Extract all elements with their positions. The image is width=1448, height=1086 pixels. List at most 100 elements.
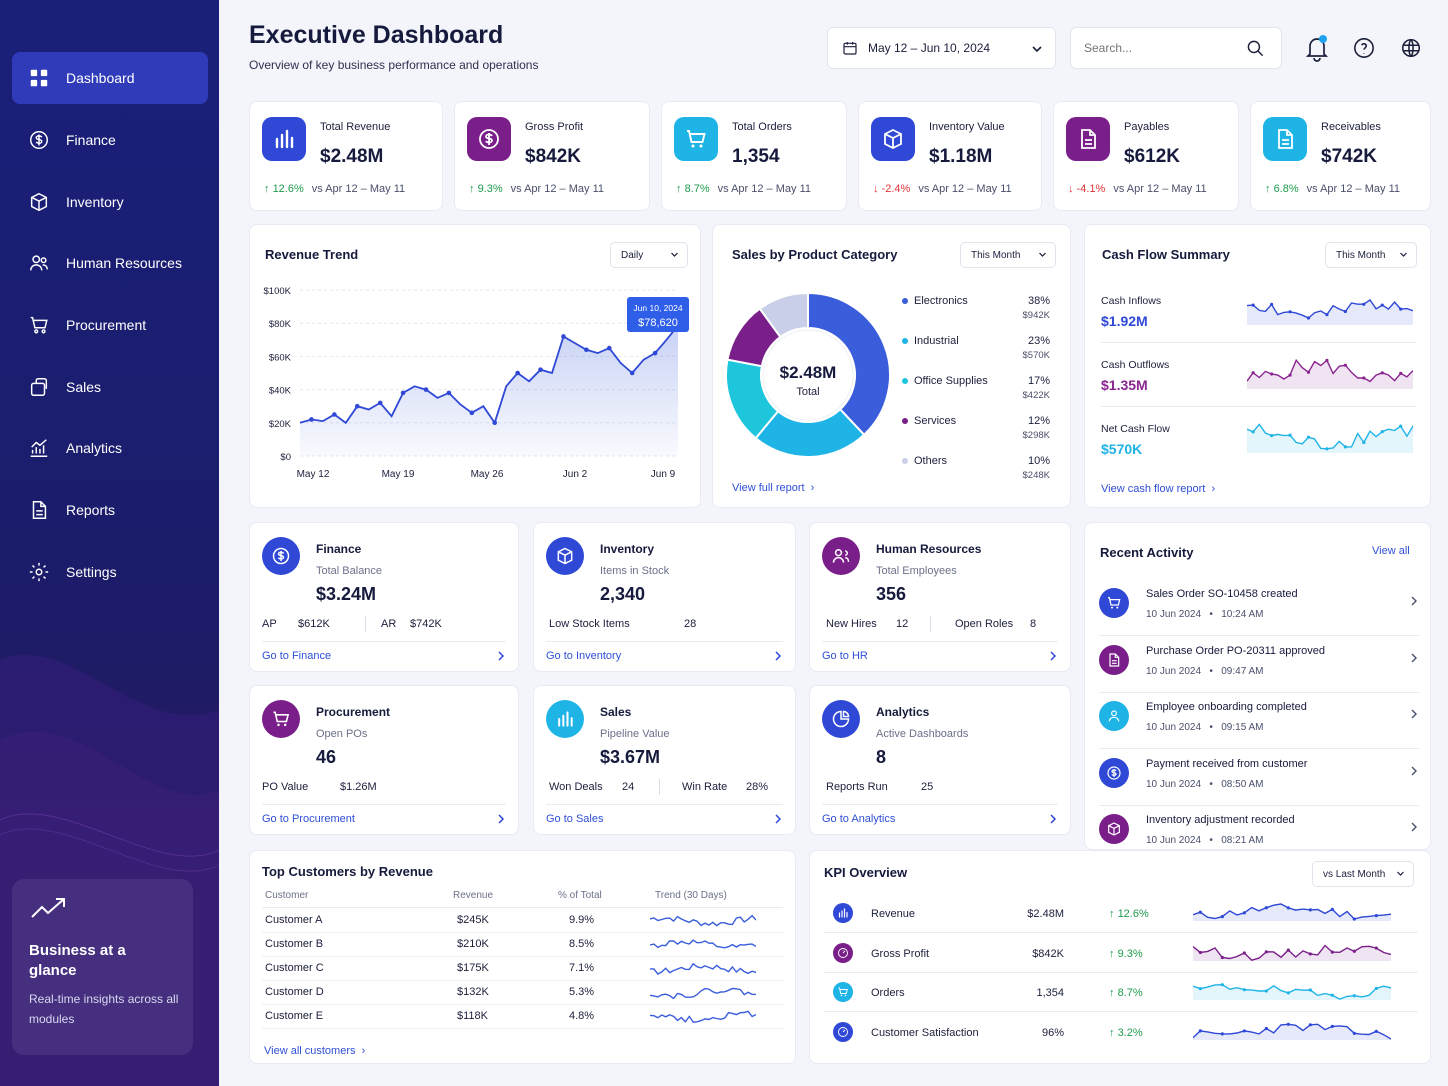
help-icon[interactable] <box>1353 37 1375 59</box>
module-sublabel: Total Employees <box>876 565 957 577</box>
activity-item[interactable]: Purchase Order PO-20311 approved 10 Jun 2… <box>1099 641 1419 697</box>
cash-flow-card: Cash Flow Summary This Month Cash Inflow… <box>1084 224 1431 508</box>
stat-divider <box>365 616 366 632</box>
legend-value: $248K <box>1022 470 1050 481</box>
table-row[interactable]: Customer A $245K 9.9% <box>250 914 797 938</box>
chevron-right-icon[interactable] <box>1048 651 1058 661</box>
view-all-activity-link[interactable]: View all <box>1372 545 1410 557</box>
date-range-picker[interactable]: May 12 – Jun 10, 2024 <box>827 27 1056 69</box>
kpi-card[interactable]: Payables $612K ↓ -4.1% vs Apr 12 – May 11 <box>1053 101 1239 211</box>
kpi-card[interactable]: Total Orders 1,354 ↑ 8.7% vs Apr 12 – May 1… <box>661 101 847 211</box>
arrow-down-icon: ↓ <box>873 183 879 195</box>
kpi-overview-row[interactable]: Orders 1,354 ↑ 8.7% <box>810 982 1432 1018</box>
chevron-right-icon[interactable] <box>1048 814 1058 824</box>
activity-item[interactable]: Inventory adjustment recorded 10 Jun 2024… <box>1099 810 1419 866</box>
sidebar-item-human-resources[interactable]: Human Resources <box>12 237 208 289</box>
kpi-overview-period-select[interactable]: vs Last Month <box>1312 861 1414 887</box>
kpi-icon-wrap <box>674 117 718 161</box>
sidebar-item-analytics[interactable]: Analytics <box>12 422 208 474</box>
activity-item[interactable]: Employee onboarding completed 10 Jun 2024… <box>1099 697 1419 753</box>
module-stat-value: 24 <box>622 781 635 793</box>
donut-slice[interactable] <box>807 291 891 437</box>
sales-period-select[interactable]: This Month <box>960 242 1056 268</box>
sidebar-item-procurement[interactable]: Procurement <box>12 299 208 351</box>
go-to-procurement-link[interactable]: Go to Procurement <box>262 813 355 825</box>
sparkline-point <box>1242 988 1246 992</box>
chevron-right-icon[interactable] <box>773 651 783 661</box>
kpi-overview-row[interactable]: Gross Profit $842K ↑ 9.3% <box>810 942 1432 979</box>
view-all-customers-link[interactable]: View all customers › <box>264 1045 366 1057</box>
module-name: Finance <box>316 542 362 556</box>
sparkline-line <box>1247 299 1413 319</box>
chevron-right-icon[interactable] <box>1409 596 1419 606</box>
tag-icon <box>30 378 48 396</box>
kpi-card[interactable]: Receivables $742K ↑ 6.8% vs Apr 12 – May 11 <box>1250 101 1431 211</box>
go-to-hr-link[interactable]: Go to HR <box>822 650 868 662</box>
search-input[interactable] <box>1070 27 1282 69</box>
sidebar-item-settings[interactable]: Settings <box>12 546 208 598</box>
y-tick-label: $20K <box>269 419 292 430</box>
sidebar-item-inventory[interactable]: Inventory <box>12 176 208 228</box>
chevron-right-icon[interactable] <box>1409 653 1419 663</box>
activity-item[interactable]: Sales Order SO-10458 created 10 Jun 2024 … <box>1099 584 1419 640</box>
bar-chart-icon <box>275 129 294 149</box>
table-row[interactable]: Customer E $118K 4.8% <box>250 1010 797 1034</box>
kpi-overview-row[interactable]: Revenue $2.48M ↑ 12.6% <box>810 903 1432 939</box>
go-to-sales-link[interactable]: Go to Sales <box>546 813 604 825</box>
table-row[interactable]: Customer B $210K 8.5% <box>250 938 797 962</box>
sales-donut-chart <box>725 291 891 458</box>
x-tick-label: May 12 <box>297 469 330 480</box>
module-stat-label: AP <box>262 618 277 630</box>
customer-pct: 9.9% <box>569 914 595 926</box>
sidebar-item-dashboard[interactable]: Dashboard <box>12 52 208 104</box>
revenue-point <box>515 370 520 376</box>
customer-trend-sparkline <box>650 1010 756 1023</box>
activity-item[interactable]: Payment received from customer 10 Jun 202… <box>1099 754 1419 810</box>
chevron-right-icon[interactable] <box>773 814 783 824</box>
sparkline-point <box>1330 950 1334 954</box>
kpi-card[interactable]: Inventory Value $1.18M ↓ -2.4% vs Apr 12 – … <box>858 101 1042 211</box>
chevron-right-icon[interactable] <box>1409 709 1419 719</box>
table-header: Customer <box>265 890 309 901</box>
kpi-overview-change: ↑ 3.2% <box>1109 1027 1143 1039</box>
sparkline-point <box>1288 433 1292 437</box>
revenue-point <box>492 420 498 426</box>
chevron-right-icon[interactable] <box>1409 822 1419 832</box>
kpi-overview-row[interactable]: Customer Satisfaction 96% ↑ 3.2% <box>810 1021 1432 1058</box>
chevron-right-icon[interactable] <box>1409 766 1419 776</box>
legend-pct: 38% <box>1027 295 1050 307</box>
view-full-report-link[interactable]: View full report › <box>732 482 815 494</box>
cash-flow-period-select[interactable]: This Month <box>1325 242 1417 268</box>
table-row[interactable]: Customer C $175K 7.1% <box>250 962 797 986</box>
revenue-point <box>469 410 475 416</box>
sidebar-item-sales[interactable]: Sales <box>12 361 208 413</box>
y-tick-label: $0 <box>280 452 291 463</box>
tooltip-value: $78,620 <box>638 317 678 329</box>
kpi-card[interactable]: Total Revenue $2.48M ↑ 12.6% vs Apr 12 – Ma… <box>249 101 443 211</box>
revenue-period-select[interactable]: Daily <box>610 242 688 268</box>
module-name: Analytics <box>876 705 930 719</box>
chevron-right-icon[interactable] <box>496 814 506 824</box>
go-to-analytics-link[interactable]: Go to Analytics <box>822 813 896 825</box>
sidebar-item-reports[interactable]: Reports <box>12 484 208 536</box>
cash-flow-value: $1.92M <box>1101 313 1148 329</box>
donut-slice[interactable] <box>758 291 809 339</box>
sparkline-area <box>1247 424 1413 453</box>
view-cash-flow-report-link[interactable]: View cash flow report › <box>1101 483 1216 495</box>
bell-icon[interactable] <box>1304 34 1330 62</box>
globe-icon[interactable] <box>1400 37 1422 59</box>
sparkline-point <box>1325 447 1329 451</box>
go-to-inventory-link[interactable]: Go to Inventory <box>546 650 622 662</box>
chevron-down-icon <box>1397 871 1404 876</box>
kpi-card[interactable]: Gross Profit $842K ↑ 9.3% vs Apr 12 – May 1… <box>454 101 650 211</box>
activity-datetime: 10 Jun 2024 • 09:15 AM <box>1146 722 1264 733</box>
customer-revenue: $118K <box>457 1010 488 1022</box>
chevron-down-icon <box>1400 252 1407 257</box>
search-icon[interactable] <box>1246 39 1265 58</box>
module-value: 46 <box>316 747 337 767</box>
chevron-right-icon[interactable] <box>496 651 506 661</box>
module-stat-label: New Hires <box>826 618 877 630</box>
go-to-finance-link[interactable]: Go to Finance <box>262 650 332 662</box>
sidebar-item-finance[interactable]: Finance <box>12 114 208 166</box>
table-row[interactable]: Customer D $132K 5.3% <box>250 986 797 1010</box>
